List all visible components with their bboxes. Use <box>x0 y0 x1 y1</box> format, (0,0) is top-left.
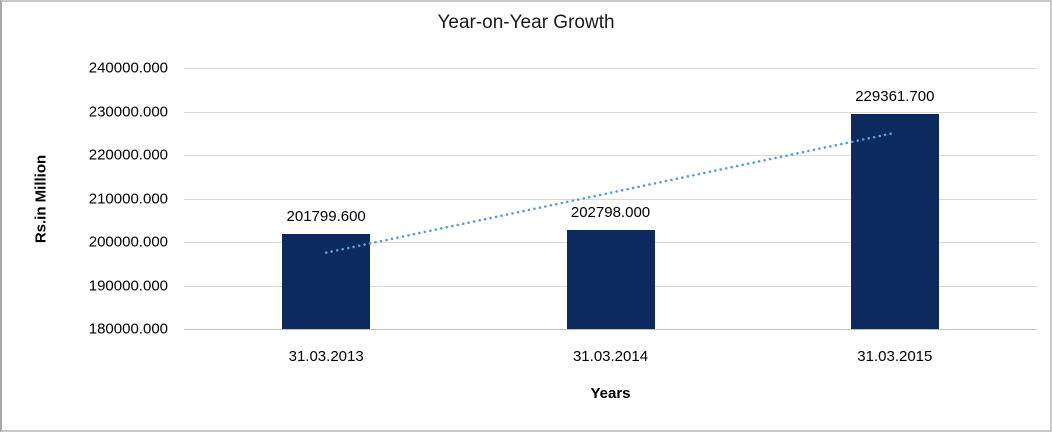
gridline <box>184 155 1037 156</box>
gridline <box>184 111 1037 113</box>
bar-31.03.2013 <box>282 234 371 329</box>
bar-31.03.2014 <box>566 229 655 329</box>
x-axis-title: Years <box>590 385 631 402</box>
bar-31.03.2015 <box>850 114 939 329</box>
y-tick-label: 210000.000 <box>88 190 168 207</box>
trendline <box>324 131 897 255</box>
x-tick-label: 31.03.2013 <box>288 348 364 365</box>
chart-title: Year-on-Year Growth <box>437 12 615 33</box>
y-tick-label: 230000.000 <box>88 103 168 120</box>
x-tick-label: 31.03.2014 <box>572 348 649 365</box>
plot-area: 201799.600 202798.000 229361.700 <box>184 68 1037 330</box>
x-axis-line <box>184 329 1037 330</box>
gridline <box>184 198 1037 200</box>
y-tick-label: 240000.000 <box>88 59 168 77</box>
y-tick-label: 220000.000 <box>88 146 168 164</box>
gridline <box>184 68 1037 69</box>
y-tick-label: 200000.000 <box>88 233 168 251</box>
y-tick-label: 190000.000 <box>88 277 168 294</box>
bar-data-label: 201799.600 <box>286 208 366 226</box>
bar-data-label: 229361.700 <box>855 88 935 106</box>
y-tick-label: 180000.000 <box>88 320 168 338</box>
bar-data-label: 202798.000 <box>570 203 651 221</box>
x-tick-label: 31.03.2015 <box>857 348 933 365</box>
